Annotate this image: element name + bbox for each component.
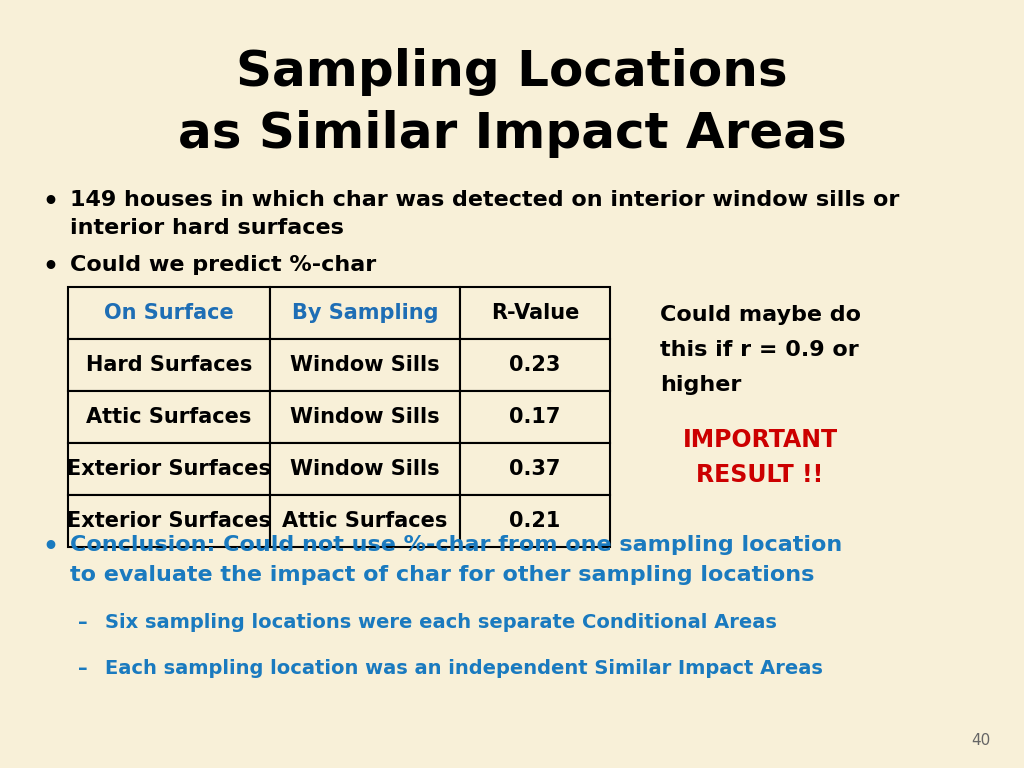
Bar [460,339,610,391]
Text: to evaluate the impact of char for other sampling locations: to evaluate the impact of char for other… [70,565,814,585]
Bar [68,495,270,547]
Bar [68,391,270,443]
Text: 149 houses in which char was detected on interior window sills or: 149 houses in which char was detected on… [70,190,899,210]
Text: Conclusion: Could not use %-char from one sampling location: Conclusion: Could not use %-char from on… [70,535,843,555]
Text: higher: higher [660,375,741,395]
Bar [460,287,610,339]
Text: •: • [42,535,58,559]
Text: By Sampling: By Sampling [292,303,438,323]
Text: Window Sills: Window Sills [290,407,440,427]
Bar [68,443,270,495]
Bar [270,391,460,443]
Bar [68,287,270,339]
Bar [270,339,460,391]
Text: Each sampling location was an independent Similar Impact Areas: Each sampling location was an independen… [105,659,823,678]
Text: Could maybe do: Could maybe do [660,305,861,325]
Text: Six sampling locations were each separate Conditional Areas: Six sampling locations were each separat… [105,613,777,632]
Text: •: • [42,190,58,214]
Text: 0.17: 0.17 [509,407,561,427]
Text: Sampling Locations: Sampling Locations [237,48,787,96]
Text: R-Value: R-Value [490,303,580,323]
Bar [270,287,460,339]
Text: 0.23: 0.23 [509,355,561,375]
Text: Attic Surfaces: Attic Surfaces [86,407,252,427]
Text: Exterior Surfaces: Exterior Surfaces [67,511,271,531]
Text: Hard Surfaces: Hard Surfaces [86,355,252,375]
Text: 0.21: 0.21 [509,511,561,531]
Bar [460,443,610,495]
Bar [460,391,610,443]
Text: Attic Surfaces: Attic Surfaces [283,511,447,531]
Text: 40: 40 [971,733,990,748]
Text: 0.37: 0.37 [509,459,561,479]
Text: IMPORTANT: IMPORTANT [682,428,838,452]
Text: RESULT !!: RESULT !! [696,463,823,487]
Text: interior hard surfaces: interior hard surfaces [70,218,344,238]
Bar [270,443,460,495]
Text: Window Sills: Window Sills [290,459,440,479]
Text: •: • [42,255,58,279]
Text: –: – [78,613,88,632]
Text: On Surface: On Surface [104,303,233,323]
Bar [68,339,270,391]
Text: Could we predict %-char: Could we predict %-char [70,255,376,275]
Bar [270,495,460,547]
Text: as Similar Impact Areas: as Similar Impact Areas [177,110,847,158]
Text: Window Sills: Window Sills [290,355,440,375]
Text: –: – [78,659,88,678]
Bar [460,495,610,547]
Text: this if r = 0.9 or: this if r = 0.9 or [660,340,859,360]
Text: Exterior Surfaces: Exterior Surfaces [67,459,271,479]
